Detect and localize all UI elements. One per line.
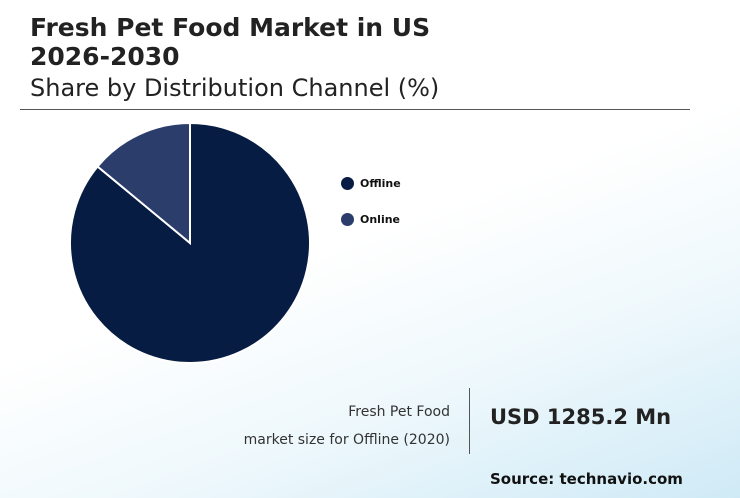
market-size-caption: Fresh Pet Food market size for Offline (…	[244, 398, 450, 454]
legend-swatch-offline	[341, 176, 354, 190]
legend: Offline Online	[341, 175, 401, 247]
title-divider	[20, 109, 690, 110]
pie-chart	[69, 121, 311, 364]
legend-swatch-online	[341, 212, 354, 226]
chart-title-line-2: 2026-2030	[30, 42, 180, 71]
legend-item-offline: Offline	[341, 175, 401, 191]
caption-line-1: Fresh Pet Food	[348, 404, 450, 420]
legend-label-offline: Offline	[360, 176, 401, 190]
legend-item-online: Online	[341, 211, 401, 227]
chart-title-line-1: Fresh Pet Food Market in US	[30, 13, 431, 42]
caption-line-2: market size for Offline (2020)	[243, 432, 450, 448]
caption-divider	[469, 388, 470, 454]
chart-subtitle: Share by Distribution Channel (%)	[30, 74, 440, 102]
pie-slice-online	[96, 121, 191, 246]
legend-label-online: Online	[360, 212, 401, 226]
source-credit: Source: technavio.com	[490, 470, 683, 488]
chart-title: Fresh Pet Food Market in US 2026-2030	[30, 13, 550, 71]
market-size-value: USD 1285.2 Mn	[490, 405, 672, 429]
